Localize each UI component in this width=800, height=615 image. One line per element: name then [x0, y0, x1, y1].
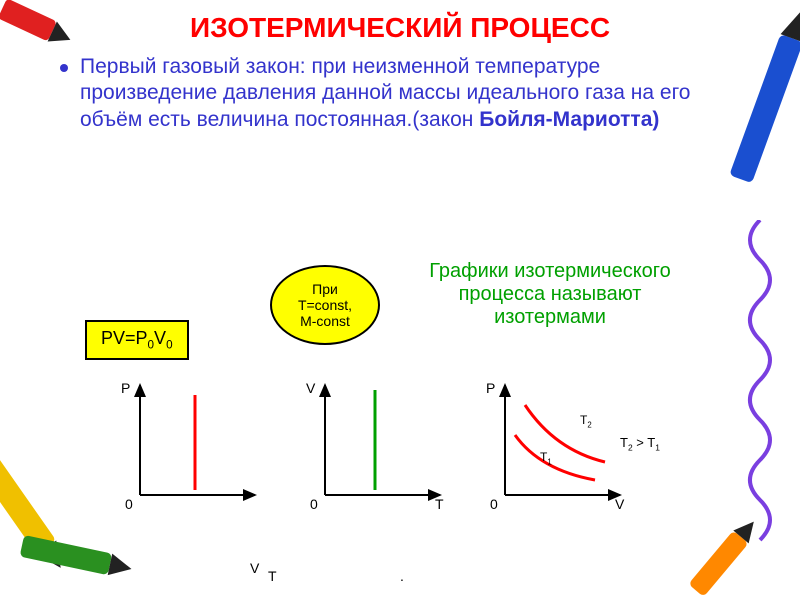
formula-sub2: 0 — [166, 339, 173, 352]
g3-ylabel: P — [486, 380, 495, 396]
g2-origin: 0 — [310, 496, 318, 512]
g3-rel-t2: T — [620, 435, 628, 450]
g3-isotherm-t1 — [515, 435, 595, 480]
crayon-red-icon — [0, 0, 90, 70]
page-title: ИЗОТЕРМИЧЕСКИЙ ПРОЦЕСС — [0, 0, 800, 44]
formula-pv: PV=P — [101, 328, 148, 348]
caption-line1: Графики изотермического — [400, 260, 700, 283]
stray-t-label: T — [268, 568, 277, 584]
caption-line2: процесса называют — [400, 283, 700, 306]
g1-ylabel: P — [121, 380, 130, 396]
g3-t1-sub: 1 — [547, 457, 551, 466]
bullet-text: Первый газовый закон: при неизменной тем… — [80, 54, 730, 133]
g3-isotherm-t2 — [525, 405, 605, 462]
ellipse-line2: T=const, — [272, 297, 378, 313]
g3-origin: 0 — [490, 496, 498, 512]
bullet-item: Первый газовый закон: при неизменной тем… — [60, 54, 730, 133]
crayon-green-icon — [10, 510, 140, 610]
g2-ylabel: V — [306, 380, 315, 396]
g3-xlabel: V — [615, 496, 624, 512]
bullet-block: Первый газовый закон: при неизменной тем… — [0, 44, 800, 133]
squiggle-icon — [735, 220, 785, 550]
ellipse-line1: При — [272, 281, 378, 297]
graph-vt-vertical: V 0 T — [300, 380, 450, 520]
graph2-svg — [300, 380, 450, 520]
condition-ellipse: При T=const, M-const — [270, 265, 380, 345]
g3-t2-sub: 2 — [587, 420, 591, 429]
graph1-svg — [115, 380, 265, 520]
g1-xlabel: V — [250, 560, 259, 576]
g3-rel-s2: 1 — [655, 443, 660, 453]
caption-line3: изотермами — [400, 306, 700, 329]
g3-t2-label: T2 — [580, 413, 592, 429]
ellipse-line3: M-const — [272, 313, 378, 329]
isotherm-caption: Графики изотермического процесса называю… — [400, 260, 700, 329]
bullet-law: Бойля-Мариотта) — [479, 108, 659, 131]
g2-xlabel: T — [435, 496, 444, 512]
g3-rel-mid: > T — [633, 435, 656, 450]
stray-dot: . — [400, 568, 404, 584]
formula-v: V — [154, 328, 166, 348]
g3-t1-label: T1 — [540, 450, 552, 466]
formula-box: PV=P0V0 — [85, 320, 189, 360]
title-text: ИЗОТЕРМИЧЕСКИЙ ПРОЦЕСС — [190, 12, 610, 43]
g3-relation: T2 > T1 — [620, 435, 660, 453]
crayon-blue-icon — [685, 0, 800, 205]
graph-pv-vertical: P 0 V — [115, 380, 265, 520]
graph-pv-isotherms: P 0 V T1 T2 T2 > T1 — [480, 380, 680, 520]
